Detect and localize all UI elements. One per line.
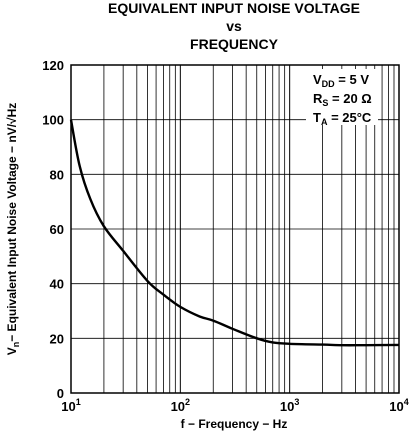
series-group [69,119,400,347]
x-tick-label: 102 [171,397,190,414]
x-tick-label: 104 [389,397,408,414]
x-tick-labels: 101 102 103 104 [61,397,408,414]
y-tick-label: 100 [42,113,64,128]
y-tick-label: 20 [50,331,64,346]
y-tick-label: 120 [42,58,64,73]
conditions-box [306,69,378,125]
x-tick-label: 101 [61,397,80,414]
y-axis-label: Vn− Equivalent Input Noise Voltage − nV/… [5,103,21,356]
chart-title-line-1: EQUIVALENT INPUT NOISE VOLTAGE [108,0,360,16]
condition-line: TA = 25°C [313,110,372,127]
condition-line: RS = 20 Ω [313,91,372,108]
chart-title-line-3: FREQUENCY [190,36,279,52]
x-axis-label: f − Frequency − Hz [181,417,288,431]
grid-lines [71,64,399,394]
plot-frame [70,64,400,394]
condition-line: VDD = 5 V [313,72,369,89]
noise-curve [69,119,400,347]
y-tick-label: 60 [50,222,64,237]
y-tick-label: 80 [50,167,64,182]
y-tick-label: 0 [57,386,64,401]
conditions-legend: VDD = 5 V RS = 20 Ω TA = 25°C [313,72,372,127]
y-tick-label: 40 [50,277,64,292]
y-tick-labels: 0 20 40 60 80 100 120 [42,58,64,401]
x-tick-label: 103 [280,397,299,414]
chart-title-line-2: vs [226,18,242,34]
